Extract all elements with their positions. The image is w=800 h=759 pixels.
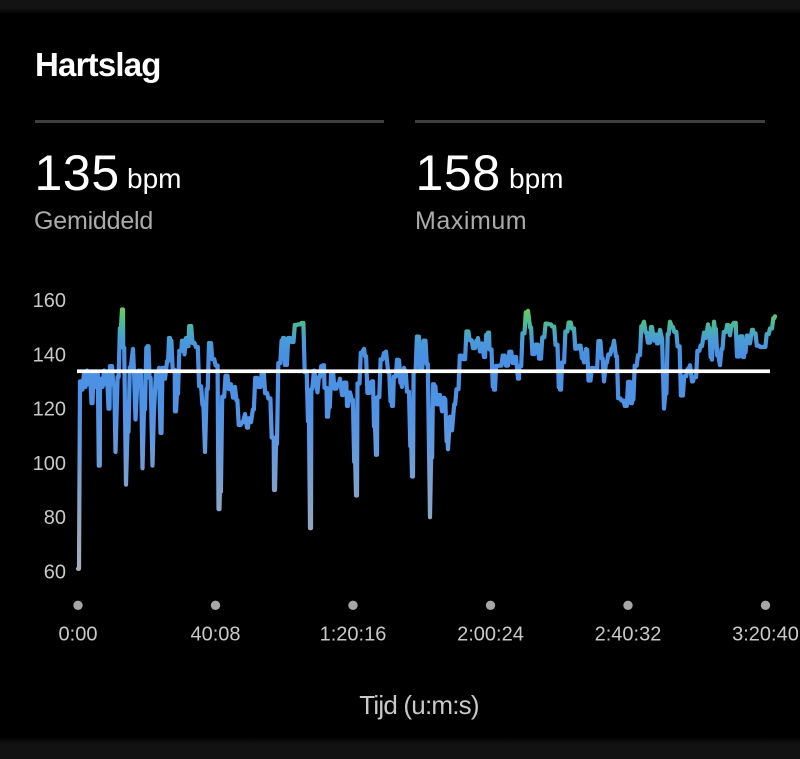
svg-text:2:00:24: 2:00:24	[457, 624, 524, 646]
svg-text:Tijd (u:m:s): Tijd (u:m:s)	[359, 690, 479, 720]
svg-text:60: 60	[44, 562, 66, 584]
svg-text:100: 100	[33, 453, 66, 475]
svg-text:160: 160	[33, 290, 66, 312]
svg-text:40:08: 40:08	[190, 624, 240, 646]
svg-text:140: 140	[33, 344, 66, 366]
svg-text:3:20:40: 3:20:40	[732, 624, 799, 646]
svg-text:2:40:32: 2:40:32	[595, 624, 662, 646]
svg-text:0:00: 0:00	[59, 624, 98, 646]
svg-text:120: 120	[33, 399, 66, 421]
svg-text:80: 80	[44, 507, 66, 529]
svg-text:1:20:16: 1:20:16	[320, 624, 387, 646]
